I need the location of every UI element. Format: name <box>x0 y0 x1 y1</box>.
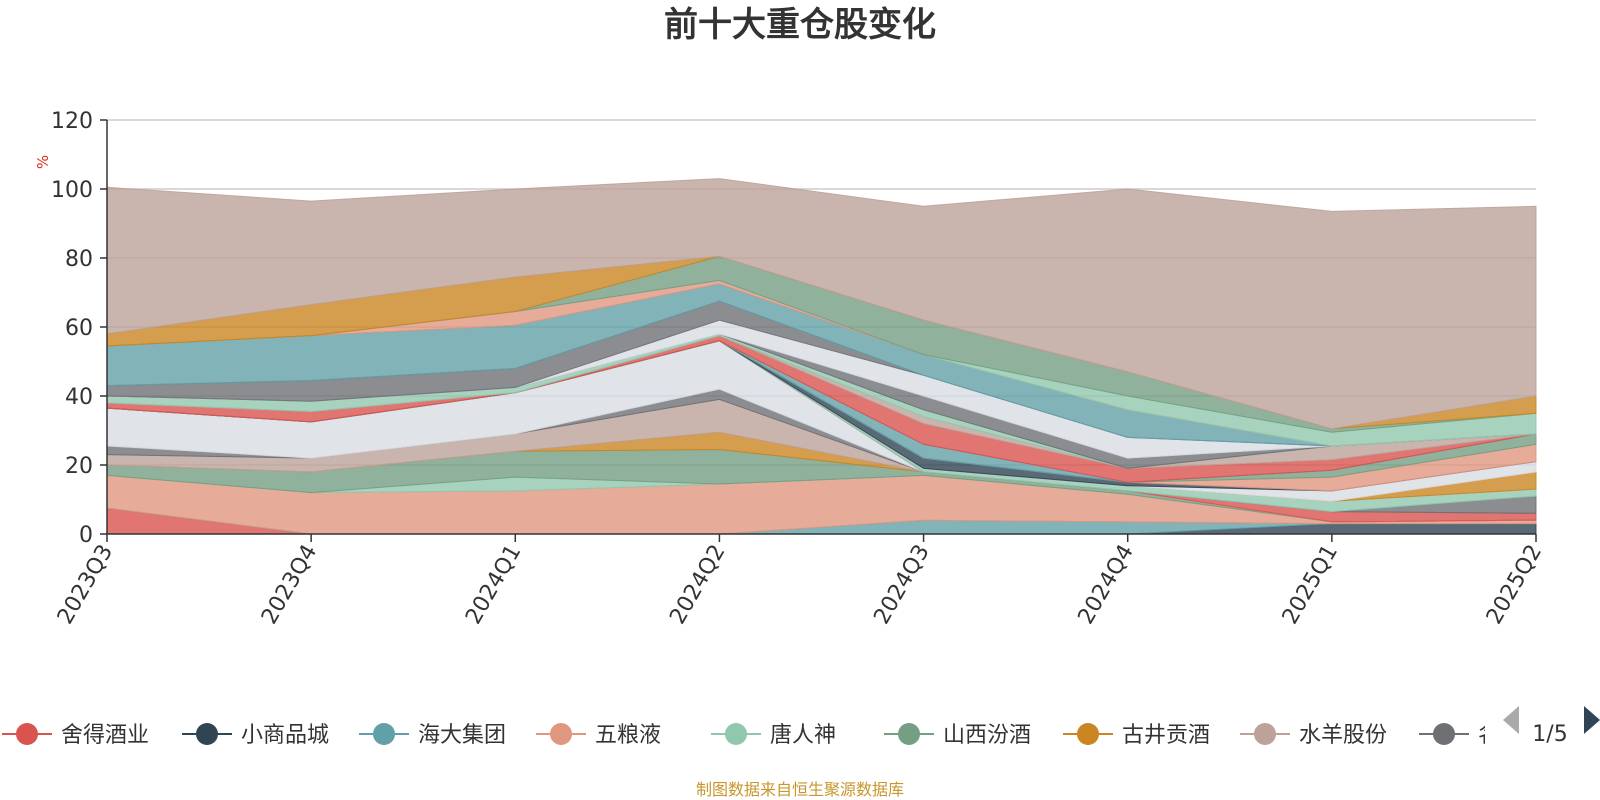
legend-marker <box>1077 723 1099 745</box>
legend-item[interactable]: 古井贡酒 <box>1063 723 1210 748</box>
legend-label: 水羊股份 <box>1299 723 1387 748</box>
data-source: 制图数据来自恒生聚源数据库 <box>696 780 904 799</box>
legend-pager: 1/5 <box>1503 706 1600 747</box>
x-axis: 2023Q3 2023Q4 2024Q1 2024Q2 2024Q3 2024Q4 2025… <box>53 533 1547 629</box>
legend-item[interactable]: 小商品城 <box>182 723 329 748</box>
y-tick-label: 120 <box>51 109 93 134</box>
x-tick-label: 2023Q3 <box>53 541 118 629</box>
legend-marker <box>1254 723 1276 745</box>
y-tick-label: 0 <box>79 523 93 548</box>
legend-label: 小商品城 <box>241 723 329 748</box>
legend-marker <box>550 723 572 745</box>
y-unit-label: % <box>34 155 52 169</box>
y-tick-label: 20 <box>65 454 93 479</box>
legend-label: 古井贡酒 <box>1122 723 1210 748</box>
y-tick-label: 60 <box>65 316 93 341</box>
x-tick-label: 2024Q4 <box>1074 541 1139 629</box>
legend-label: 山西汾酒 <box>943 723 1031 748</box>
plot-area <box>106 119 1537 535</box>
chart-title: 前十大重仓股变化 <box>664 5 936 45</box>
legend-label: 名创优品 <box>1478 723 1566 748</box>
legend-item[interactable]: 五粮液 <box>536 723 661 748</box>
legend-label: 舍得酒业 <box>61 723 149 748</box>
x-tick-label: 2023Q4 <box>257 541 322 629</box>
legend-item[interactable]: 舍得酒业 <box>2 723 149 748</box>
x-tick-label: 2024Q3 <box>869 541 934 629</box>
legend-label: 唐人神 <box>770 723 836 748</box>
legend-item[interactable]: 水羊股份 <box>1240 723 1387 748</box>
x-tick-label: 2024Q2 <box>665 541 730 629</box>
legend-label: 五粮液 <box>595 723 661 748</box>
legend-marker <box>725 723 747 745</box>
legend-label: 海大集团 <box>418 723 506 748</box>
x-tick-label: 2025Q1 <box>1278 541 1343 629</box>
legend-marker <box>1433 723 1455 745</box>
legend: 舍得酒业 小商品城 海大集团 五粮液 唐人神 山西汾酒 古井贡酒 水羊股份 名创优品 <box>2 723 1566 748</box>
legend-item[interactable]: 海大集团 <box>359 723 506 748</box>
legend-item[interactable]: 名创优品 <box>1419 723 1566 748</box>
y-tick-label: 100 <box>51 178 93 203</box>
legend-prev-icon[interactable] <box>1503 706 1519 734</box>
legend-marker <box>196 723 218 745</box>
legend-page-indicator: 1/5 <box>1532 722 1567 747</box>
legend-marker <box>373 723 395 745</box>
y-tick-label: 40 <box>65 385 93 410</box>
legend-item[interactable]: 山西汾酒 <box>884 723 1031 748</box>
legend-items: 舍得酒业 小商品城 海大集团 五粮液 唐人神 山西汾酒 古井贡酒 水羊股份 名创优品 <box>2 723 1566 748</box>
area-series-31[interactable] <box>106 178 1537 430</box>
y-axis: 0 20 40 60 80 100 120 <box>51 109 108 548</box>
legend-item[interactable]: 唐人神 <box>711 723 836 748</box>
x-tick-label: 2024Q1 <box>461 541 526 629</box>
y-tick-label: 80 <box>65 247 93 272</box>
legend-marker <box>898 723 920 745</box>
x-tick-label: 2025Q2 <box>1482 541 1547 629</box>
legend-marker <box>16 723 38 745</box>
legend-next-icon[interactable] <box>1584 706 1600 734</box>
